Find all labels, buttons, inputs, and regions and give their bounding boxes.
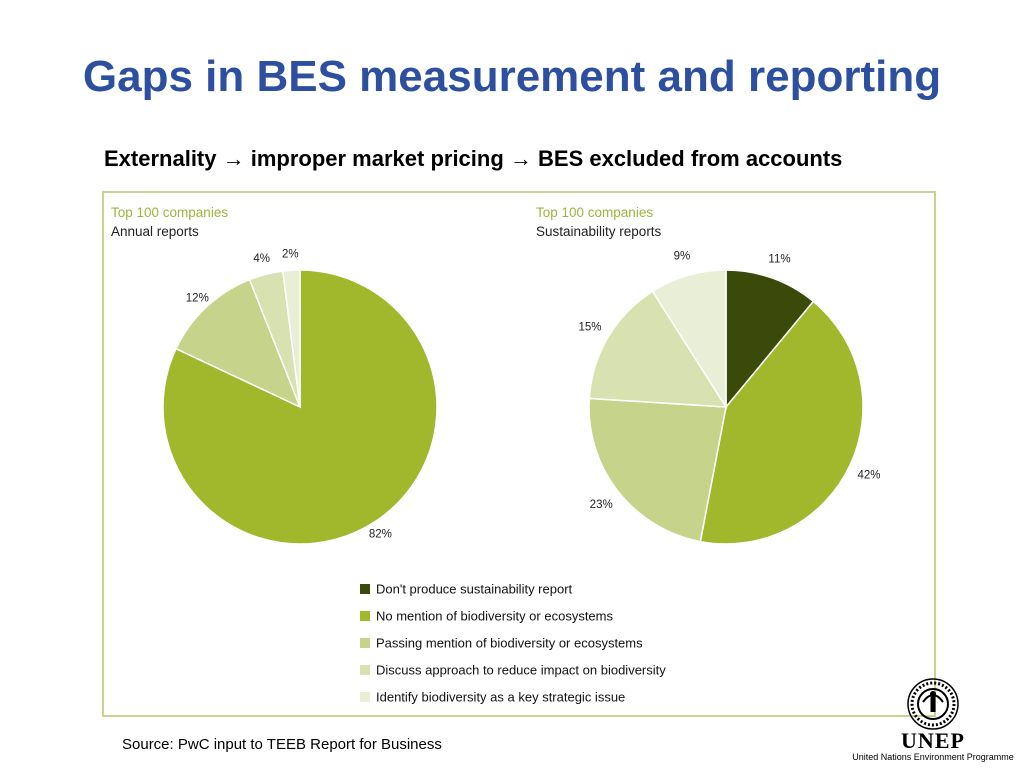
chart-1-slice-3-label: 4%	[253, 253, 270, 265]
chart-2-slice-1-label: 11%	[768, 253, 790, 265]
legend-swatch-5	[360, 692, 370, 702]
chart-2-caption-line2: Sustainability reports	[536, 224, 662, 239]
legend-label-2: No mention of biodiversity or ecosystems	[376, 609, 613, 624]
source-note: Source: PwC input to TEEB Report for Bus…	[122, 736, 442, 753]
chart-1-slice-2	[175, 278, 302, 409]
chart-2-slice-5	[651, 269, 727, 410]
chart-1-slice-1-label: 82%	[369, 529, 392, 541]
pie-charts: Top 100 companies Annual reports Top 100…	[111, 205, 881, 705]
unep-emblem-icon	[907, 678, 959, 730]
chart-2-slice-5-label: 9%	[674, 250, 691, 262]
chart-2-slice-4-label: 15%	[578, 322, 601, 334]
legend-swatch-1	[360, 584, 370, 594]
chart-1-slice-2-label: 12%	[186, 293, 209, 305]
chart-2-slice-2-label: 42%	[857, 469, 880, 481]
legend-swatch-4	[360, 665, 370, 675]
chart-frame: Top 100 companies Annual reports Top 100…	[102, 191, 936, 717]
chart-2-caption-line1: Top 100 companies	[536, 205, 653, 220]
chart-1-caption-line1: Top 100 companies	[111, 205, 228, 220]
unep-logo-fullname: United Nations Environment Programme	[852, 752, 1014, 762]
chart-2-slice-4	[588, 290, 728, 408]
slide-title: Gaps in BES measurement and reporting	[82, 52, 942, 101]
slide-subtitle: Externality → improper market pricing → …	[104, 146, 843, 171]
legend-label-3: Passing mention of biodiversity or ecosy…	[376, 636, 643, 651]
chart-2-slice-2	[699, 300, 864, 545]
chart-1-slice-4-label: 2%	[282, 248, 299, 260]
unep-logo-name: UNEP	[901, 728, 965, 753]
chart-2-slice-3	[588, 397, 727, 543]
legend-label-4: Discuss approach to reduce impact on bio…	[376, 663, 666, 678]
legend-swatch-3	[360, 638, 370, 648]
chart-1-caption-line2: Annual reports	[111, 224, 199, 239]
legend-swatch-2	[360, 611, 370, 621]
unep-logo: UNEP United Nations Environment Programm…	[848, 676, 1018, 764]
legend-label-1: Don't produce sustainability report	[376, 582, 573, 597]
legend-label-5: Identify biodiversity as a key strategic…	[376, 690, 625, 705]
chart-2-slice-3-label: 23%	[590, 499, 613, 511]
chart-2-slice-1	[725, 269, 815, 410]
chart-1-slice-4	[281, 269, 301, 408]
